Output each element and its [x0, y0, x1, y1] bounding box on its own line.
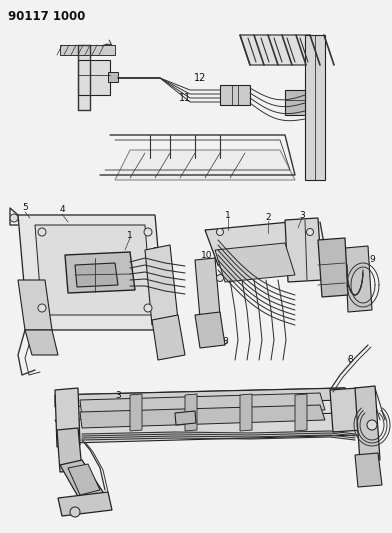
- Polygon shape: [330, 388, 362, 432]
- Text: 5: 5: [25, 290, 31, 300]
- Polygon shape: [58, 492, 112, 516]
- Text: 2: 2: [152, 247, 158, 256]
- Circle shape: [70, 507, 80, 517]
- Polygon shape: [240, 35, 320, 65]
- Polygon shape: [305, 35, 325, 180]
- Polygon shape: [185, 394, 197, 431]
- Circle shape: [144, 228, 152, 236]
- Polygon shape: [195, 312, 225, 348]
- Text: 7: 7: [97, 490, 103, 499]
- Polygon shape: [60, 45, 115, 55]
- Polygon shape: [55, 388, 360, 428]
- Polygon shape: [108, 72, 118, 82]
- Text: 12: 12: [194, 73, 206, 83]
- Polygon shape: [55, 413, 360, 443]
- Text: 3: 3: [299, 211, 305, 220]
- Circle shape: [38, 228, 46, 236]
- Polygon shape: [78, 60, 110, 95]
- Polygon shape: [18, 280, 52, 330]
- Polygon shape: [345, 246, 372, 312]
- Polygon shape: [285, 218, 322, 282]
- Text: 11: 11: [179, 93, 191, 103]
- Polygon shape: [80, 393, 325, 417]
- Polygon shape: [145, 245, 178, 325]
- Polygon shape: [60, 460, 105, 500]
- Circle shape: [38, 304, 46, 312]
- Polygon shape: [55, 388, 345, 407]
- Text: 8: 8: [347, 356, 353, 365]
- Text: 8: 8: [72, 465, 78, 474]
- Circle shape: [144, 304, 152, 312]
- Text: 10: 10: [201, 252, 213, 261]
- Text: 5: 5: [22, 204, 28, 213]
- Polygon shape: [295, 394, 307, 431]
- Polygon shape: [115, 150, 295, 180]
- Polygon shape: [80, 405, 325, 428]
- Circle shape: [216, 274, 223, 281]
- Text: 8: 8: [222, 337, 228, 346]
- Polygon shape: [152, 315, 185, 360]
- Text: 6: 6: [29, 341, 35, 350]
- Polygon shape: [65, 252, 135, 293]
- Polygon shape: [215, 243, 295, 282]
- Polygon shape: [195, 258, 220, 318]
- Polygon shape: [240, 394, 252, 431]
- Polygon shape: [220, 85, 250, 105]
- Polygon shape: [355, 386, 380, 462]
- Polygon shape: [285, 90, 305, 115]
- Polygon shape: [25, 330, 58, 355]
- Text: 1: 1: [127, 230, 133, 239]
- Polygon shape: [57, 428, 82, 472]
- Polygon shape: [205, 222, 302, 265]
- Text: 1: 1: [347, 391, 353, 400]
- Polygon shape: [55, 388, 80, 447]
- Polygon shape: [130, 394, 142, 431]
- Circle shape: [367, 420, 377, 430]
- Polygon shape: [318, 238, 348, 297]
- Polygon shape: [18, 215, 165, 330]
- Text: 1: 1: [225, 211, 231, 220]
- Polygon shape: [355, 453, 382, 487]
- Polygon shape: [78, 45, 90, 110]
- Text: 3: 3: [115, 392, 121, 400]
- Text: 9: 9: [369, 255, 375, 264]
- Polygon shape: [175, 411, 196, 425]
- Polygon shape: [35, 225, 152, 315]
- Text: 4: 4: [59, 206, 65, 214]
- Circle shape: [10, 214, 18, 222]
- Polygon shape: [75, 263, 118, 287]
- Circle shape: [216, 229, 223, 236]
- Circle shape: [307, 229, 314, 236]
- Text: 2: 2: [265, 214, 271, 222]
- Text: 90117 1000: 90117 1000: [8, 10, 85, 23]
- Polygon shape: [68, 464, 100, 495]
- Text: 5: 5: [162, 305, 168, 314]
